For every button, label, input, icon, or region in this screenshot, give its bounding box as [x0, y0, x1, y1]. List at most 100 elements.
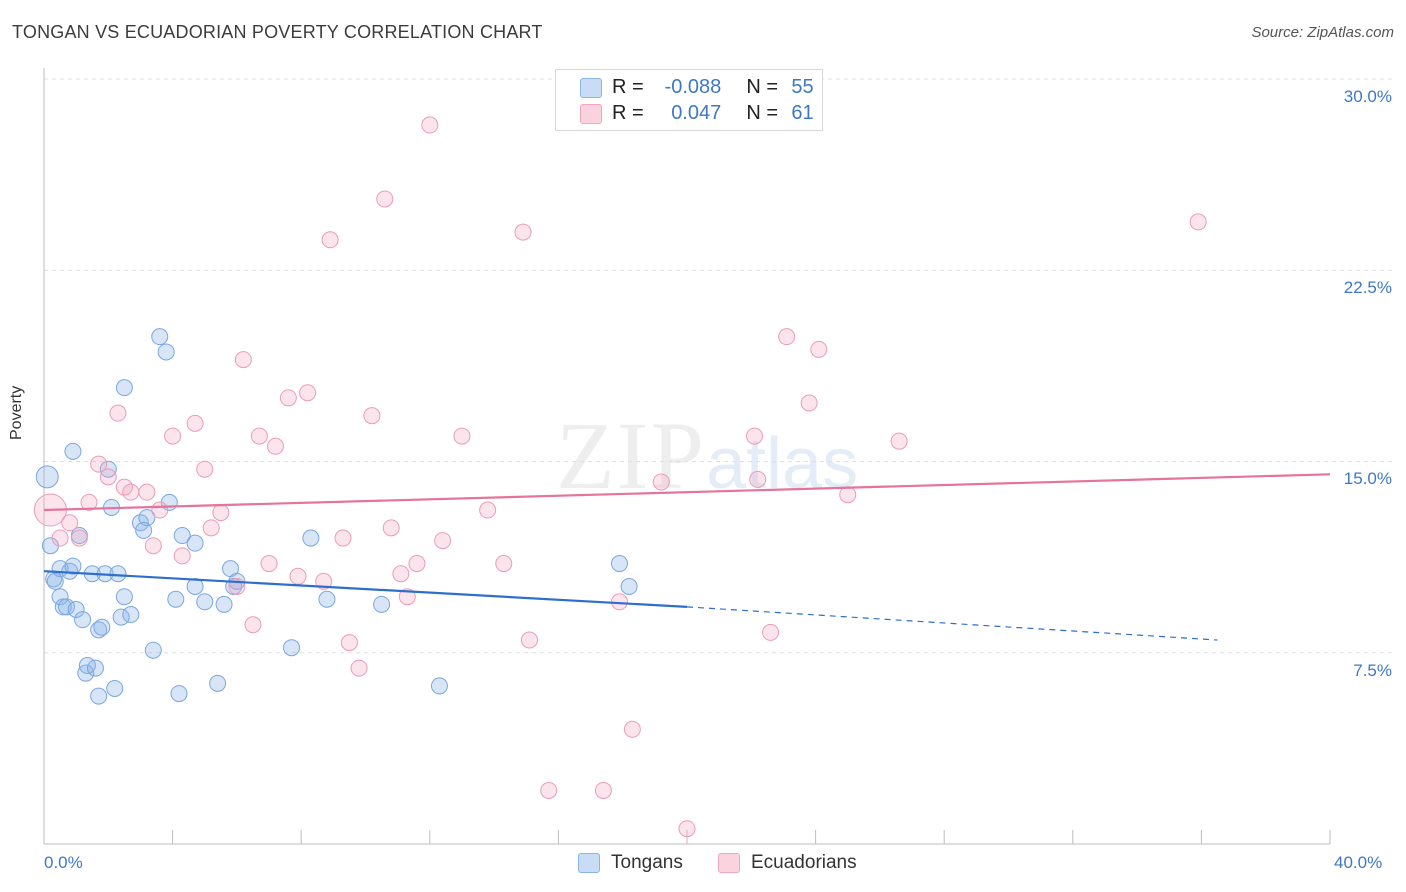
ecuadorian-point — [652, 473, 670, 491]
ecuadorian-point — [434, 532, 452, 550]
ecuadorian-point — [90, 455, 108, 473]
ecuadorian-point — [594, 781, 612, 799]
tongan-point — [186, 534, 204, 552]
tongan-point — [115, 588, 133, 606]
ecuadorian-point — [746, 427, 764, 445]
ecuadorian-point — [99, 468, 117, 486]
tongan-point — [138, 509, 156, 527]
tongan-point — [122, 606, 140, 624]
ecuadorian-point — [839, 486, 857, 504]
tongan-point — [209, 674, 227, 692]
tongan-point — [302, 529, 320, 547]
correlation-legend: R = -0.088 N = 55 R = 0.047 N = 61 — [555, 69, 823, 131]
tongan-point — [74, 611, 92, 629]
tongan-point — [109, 565, 127, 583]
tongan-point — [318, 590, 336, 608]
tongan-trend-extension — [686, 606, 1218, 641]
tongan-point — [373, 595, 391, 613]
chart-source: Source: ZipAtlas.com — [1251, 24, 1394, 41]
tongan-point — [90, 621, 108, 639]
watermark: ZIPatlas — [556, 400, 858, 511]
ecuadorian-point — [382, 519, 400, 537]
ecuadorian-point — [890, 432, 908, 450]
ecuadorian-point — [800, 394, 818, 412]
ecuadorian-point — [315, 572, 333, 590]
ecuadorian-point — [520, 631, 538, 649]
ecuadorian-point — [749, 470, 767, 488]
tongan-point — [283, 639, 301, 657]
ecuadorian-point — [289, 567, 307, 585]
ecuadorian-point — [514, 223, 532, 241]
ecuadorian-point — [164, 427, 182, 445]
ecuadorian-point — [479, 501, 497, 519]
ecuadorian-point — [376, 190, 394, 208]
watermark-zip: ZIP — [556, 402, 706, 509]
bottom-legend-swatch-pink — [718, 853, 740, 873]
ecuadorian-point — [392, 565, 410, 583]
ecuadorian-trend-line — [43, 473, 1331, 512]
ecuadorian-point — [340, 634, 358, 652]
ecuadorian-point — [250, 427, 268, 445]
ecuadorian-point — [762, 623, 780, 641]
tongan-point — [144, 641, 162, 659]
tongan-point — [90, 687, 108, 705]
ecuadorian-point — [244, 616, 262, 634]
tongan-point — [35, 465, 59, 489]
ecuadorian-point — [80, 493, 98, 511]
legend-text: R = -0.088 N = 55 — [612, 76, 814, 98]
tongan-point — [430, 677, 448, 695]
tongan-point — [115, 379, 133, 397]
legend-text: R = 0.047 N = 61 — [612, 102, 814, 124]
tongan-point — [135, 521, 153, 539]
ecuadorian-point — [173, 547, 191, 565]
ecuadorian-point — [421, 116, 439, 134]
ecuadorian-point — [334, 529, 352, 547]
y-tick-7-5: 7.5% — [1353, 661, 1392, 680]
tongan-point — [67, 600, 85, 618]
tongan-point — [620, 578, 638, 596]
ecuadorian-point — [266, 437, 284, 455]
legend-swatch-blue — [580, 78, 602, 98]
ecuadorian-point — [138, 483, 156, 501]
ecuadorian-point — [1189, 213, 1207, 231]
bottom-legend-swatch-blue — [578, 853, 600, 873]
tongan-point — [215, 595, 233, 613]
tongan-point — [46, 572, 64, 590]
y-tick-30: 30.0% — [1343, 87, 1392, 106]
ecuadorian-point — [350, 659, 368, 677]
tongan-point — [64, 557, 82, 575]
tongan-point — [93, 618, 111, 636]
tongan-point — [170, 685, 188, 703]
ecuadorian-point — [810, 340, 828, 358]
ecuadorian-point — [144, 537, 162, 555]
y-tick-22-5: 22.5% — [1343, 278, 1392, 297]
ecuadorian-point — [623, 720, 641, 738]
ecuadorian-point — [70, 529, 88, 547]
tongan-point — [196, 593, 214, 611]
y-tick-15: 15.0% — [1343, 469, 1392, 488]
ecuadorian-point — [299, 384, 317, 402]
ecuadorian-point — [122, 483, 140, 501]
ecuadorian-point — [51, 529, 69, 547]
ecuadorian-point — [279, 389, 297, 407]
ecuadorian-point — [61, 514, 79, 532]
tongan-point — [64, 442, 82, 460]
tongan-point — [86, 659, 104, 677]
ecuadorian-point — [778, 328, 796, 346]
ecuadorian-point — [321, 231, 339, 249]
ecuadorian-point — [151, 501, 169, 519]
tongan-point — [58, 598, 76, 616]
ecuadorian-point — [212, 504, 230, 522]
ecuadorian-point — [186, 414, 204, 432]
ecuadorian-point — [495, 555, 513, 573]
legend-swatch-pink — [580, 104, 602, 124]
tongan-trend-line — [43, 570, 688, 608]
tongan-point — [112, 608, 130, 626]
ecuadorian-point — [678, 820, 696, 838]
x-tick-max: 40.0% — [1334, 853, 1383, 872]
ecuadorian-point — [196, 460, 214, 478]
tongan-point — [167, 590, 185, 608]
tongan-point — [157, 343, 175, 361]
x-tick-min: 0.0% — [44, 853, 83, 872]
